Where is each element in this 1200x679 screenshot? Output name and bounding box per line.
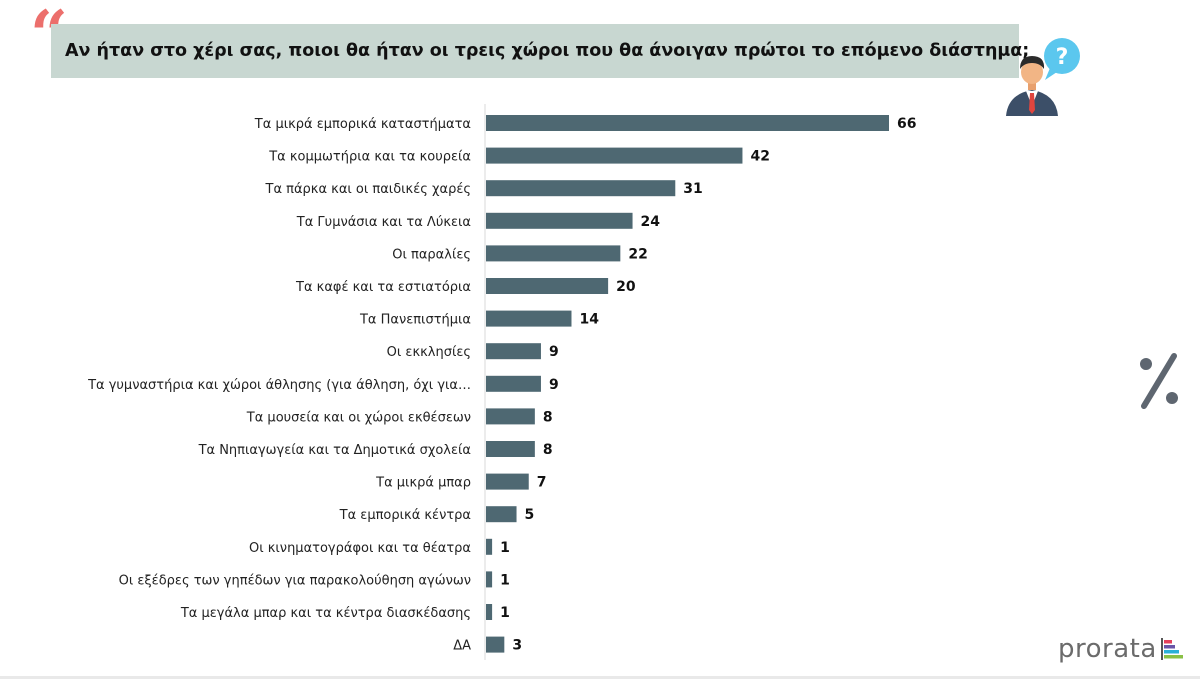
value-label: 8 — [543, 409, 553, 425]
page-title: Αν ήταν στο χέρι σας, ποιοι θα ήταν οι τ… — [65, 41, 1030, 61]
bar — [486, 310, 572, 327]
brand-mark-bar — [1163, 645, 1175, 649]
category-label: Τα κομμωτήρια και τα κουρεία — [268, 150, 471, 165]
value-label: 9 — [549, 344, 559, 360]
category-label: Τα πάρκα και οι παιδικές χαρές — [265, 182, 472, 197]
category-label: Τα μεγάλα μπαρ και τα κέντρα διασκέδασης — [180, 606, 471, 621]
value-label: 1 — [500, 572, 510, 588]
category-label: Τα Πανεπιστήμια — [359, 313, 471, 328]
bar — [486, 538, 493, 555]
value-label: 31 — [683, 181, 702, 197]
value-label: 42 — [750, 149, 769, 165]
person-question-icon-svg: ? — [1006, 38, 1080, 116]
category-label: Τα μουσεία και οι χώροι εκθέσεων — [246, 410, 471, 425]
value-label: 22 — [628, 246, 647, 262]
category-label: Οι εξέδρες των γηπέδων για παρακολούθηση… — [119, 573, 471, 588]
bar — [486, 571, 493, 588]
category-label: Τα Γυμνάσια και τα Λύκεια — [296, 215, 471, 230]
brand-logo: prorata — [1058, 636, 1183, 662]
brand-name: prorata — [1058, 634, 1157, 664]
bar — [486, 245, 621, 262]
bar — [486, 212, 633, 229]
brand-mark-bar — [1163, 655, 1183, 659]
category-label: Τα Νηπιαγωγεία και τα Δημοτικά σχολεία — [198, 443, 471, 458]
person-face — [1021, 60, 1043, 84]
person-neck — [1028, 80, 1036, 90]
category-label: Τα μικρά μπαρ — [375, 476, 471, 491]
person-tie — [1029, 93, 1035, 114]
percent-slash — [1141, 353, 1177, 409]
bar — [486, 441, 535, 457]
value-label: 7 — [537, 475, 547, 491]
brand-mark-stem — [1160, 638, 1163, 660]
brand-mark-bar — [1163, 650, 1179, 654]
bar — [486, 408, 535, 425]
bar — [486, 278, 609, 294]
brand-mark-icon — [1160, 638, 1183, 660]
bar — [486, 636, 505, 653]
category-label: Οι παραλίες — [392, 247, 471, 262]
bar — [486, 473, 529, 490]
bar — [486, 147, 743, 164]
bottom-divider — [0, 676, 1200, 679]
value-label: 14 — [579, 312, 599, 328]
value-label: 8 — [543, 442, 553, 458]
person-hair — [1020, 56, 1045, 69]
value-label: 66 — [897, 116, 916, 132]
value-label: 3 — [512, 638, 522, 654]
category-label: Τα μικρά εμπορικά καταστήματα — [254, 117, 471, 132]
bar — [486, 375, 541, 392]
category-label: Τα γυμναστήρια και χώροι άθλησης (για άθ… — [87, 378, 471, 393]
speech-bubble-tail — [1045, 68, 1057, 80]
bar — [486, 115, 889, 131]
category-label: Οι κινηματογράφοι και τα θέατρα — [249, 541, 471, 556]
percent-icon — [1136, 350, 1184, 417]
category-label: ΔΑ — [453, 639, 471, 654]
brand-mark-bar — [1163, 640, 1172, 644]
speech-bubble — [1044, 38, 1080, 74]
value-label: 9 — [549, 377, 559, 393]
category-label: Τα εμπορικά κέντρα — [339, 508, 471, 523]
value-label: 1 — [500, 540, 510, 556]
bar — [486, 180, 676, 197]
percent-dot-top — [1140, 358, 1152, 370]
value-label: 5 — [525, 507, 535, 523]
bar-chart: Τα μικρά εμπορικά καταστήματα 66 Τα κομμωτ… — [87, 104, 916, 660]
percent-dot-bottom — [1166, 392, 1178, 404]
category-label: Οι εκκλησίες — [387, 345, 471, 360]
title-banner: Αν ήταν στο χέρι σας, ποιοι θα ήταν οι τ… — [51, 24, 1029, 78]
value-label: 24 — [641, 214, 661, 230]
value-label: 1 — [500, 605, 510, 621]
bar — [486, 506, 517, 523]
bar — [486, 604, 493, 620]
person-question-icon: ? — [1000, 36, 1090, 123]
percent-icon-svg — [1140, 353, 1178, 409]
category-label: Τα καφέ και τα εστιατόρια — [295, 280, 471, 295]
bar — [486, 343, 541, 360]
question-mark: ? — [1056, 45, 1069, 70]
value-label: 20 — [616, 279, 636, 295]
